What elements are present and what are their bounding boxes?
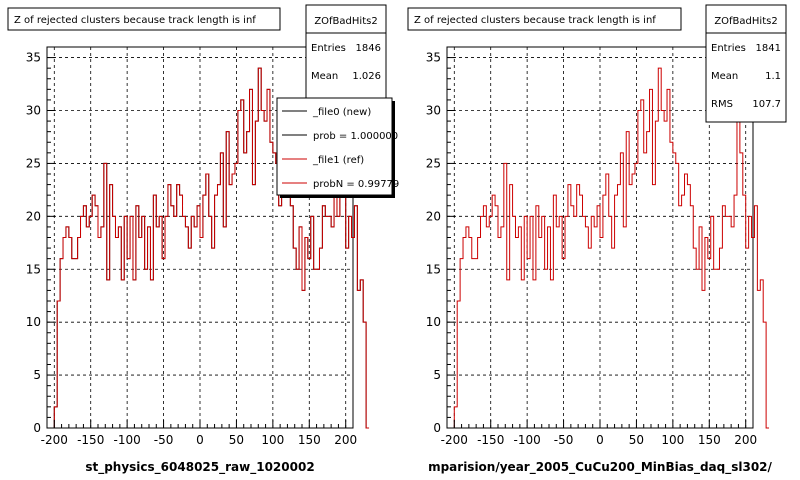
x-tick-label: -150 <box>77 433 104 447</box>
legend-label: prob = 1.000000 <box>313 131 398 142</box>
y-tick-label: 0 <box>433 421 441 435</box>
x-tick-label: -200 <box>41 433 68 447</box>
y-tick-label: 30 <box>426 104 441 118</box>
stats-value: 1846 <box>356 43 381 54</box>
stats-value: 1.026 <box>352 71 381 82</box>
y-tick-label: 5 <box>33 368 41 382</box>
x-axis-label: st_physics_6048025_raw_1020002 <box>85 460 314 475</box>
x-tick-label: 0 <box>596 433 604 447</box>
x-tick-label: -50 <box>154 433 174 447</box>
stats-value: 107.7 <box>752 99 781 110</box>
x-tick-label: -50 <box>554 433 574 447</box>
y-tick-label: 20 <box>26 209 41 223</box>
stats-label: Entries <box>311 43 346 54</box>
x-axis-label: mparision/year_2005_CuCu200_MinBias_daq_… <box>428 460 772 475</box>
x-tick-label: 150 <box>298 433 321 447</box>
x-tick-label: -100 <box>514 433 541 447</box>
histogram-series <box>453 67 770 429</box>
y-tick-label: 15 <box>26 262 41 276</box>
x-tick-label: 200 <box>334 433 357 447</box>
y-tick-label: 20 <box>426 209 441 223</box>
x-tick-label: 150 <box>698 433 721 447</box>
x-tick-label: 50 <box>229 433 244 447</box>
stats-box <box>705 4 787 123</box>
stats-label: Mean <box>711 71 738 82</box>
x-tick-label: 200 <box>734 433 757 447</box>
x-tick-label: 100 <box>661 433 684 447</box>
stats-value: 1841 <box>756 43 781 54</box>
stats-name: ZOfBadHits2 <box>714 16 777 27</box>
title-box <box>7 7 281 31</box>
y-tick-label: 10 <box>426 315 441 329</box>
y-tick-label: 15 <box>426 262 441 276</box>
histogram-series <box>53 67 370 429</box>
y-tick-label: 25 <box>426 156 441 170</box>
legend-label: _file0 (new) <box>312 107 371 118</box>
y-tick-label: 35 <box>26 51 41 65</box>
stats-name: ZOfBadHits2 <box>314 16 377 27</box>
y-tick-label: 35 <box>426 51 441 65</box>
title-box <box>407 7 682 31</box>
legend-label: probN = 0.99779 <box>313 179 399 190</box>
x-tick-label: 100 <box>261 433 284 447</box>
x-tick-label: -100 <box>114 433 141 447</box>
stats-label: Entries <box>711 43 746 54</box>
chart-title: Z of rejected clusters because track len… <box>414 15 656 26</box>
legend-label: _file1 (ref) <box>312 155 364 166</box>
stats-label: RMS <box>711 99 733 110</box>
stats-box <box>305 4 387 116</box>
y-tick-label: 25 <box>26 156 41 170</box>
y-tick-label: 0 <box>33 421 41 435</box>
legend-box <box>276 97 393 196</box>
chart-title: Z of rejected clusters because track len… <box>14 15 256 26</box>
stats-label: Mean <box>311 71 338 82</box>
x-tick-label: -150 <box>477 433 504 447</box>
y-tick-label: 10 <box>26 315 41 329</box>
y-tick-label: 5 <box>433 368 441 382</box>
x-tick-label: 50 <box>629 433 644 447</box>
stats-value: 1.1 <box>765 71 781 82</box>
y-tick-label: 30 <box>26 104 41 118</box>
x-tick-label: -200 <box>441 433 468 447</box>
x-tick-label: 0 <box>196 433 204 447</box>
